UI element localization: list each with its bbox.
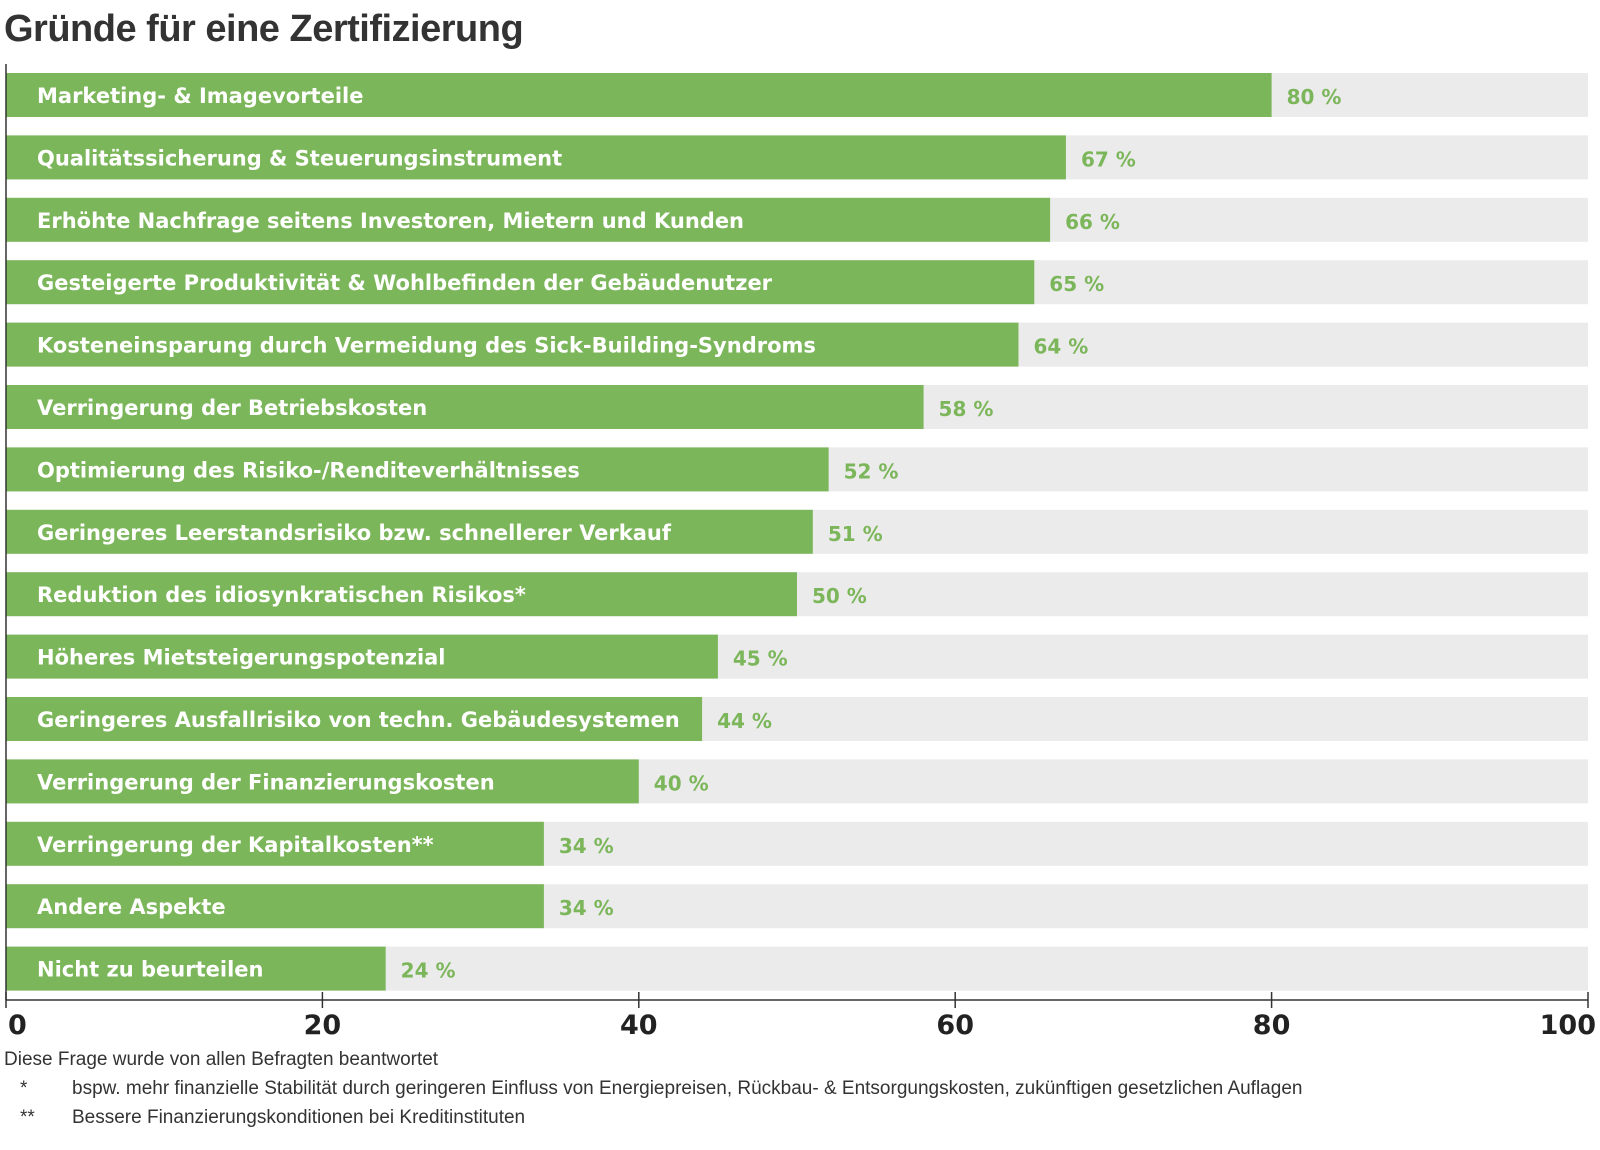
value-label: 52 % [844,459,899,483]
bar [6,135,1066,180]
category-label: Verringerung der Finanzierungskosten [37,770,495,794]
value-label: 64 % [1033,335,1088,359]
bar-chart: Marketing- & Imagevorteile Qualitätssiche… [5,64,1596,1040]
category-label: Marketing- & Imagevorteile [37,84,363,108]
category-label: Optimierung des Risiko-/Renditeverhältni… [37,458,580,482]
value-label: 51 % [828,522,883,546]
value-label: 65 % [1049,272,1104,296]
category-label: Gesteigerte Produktivität & Wohlbefinden… [37,271,773,295]
category-label: Geringeres Ausfallrisiko von techn. Gebä… [37,708,680,732]
bar [6,73,1272,117]
footnote-2: ** Bessere Finanzierungskonditionen bei K… [4,1103,1302,1132]
bar [6,946,386,991]
notes-intro: Diese Frage wurde von allen Befragten be… [4,1049,439,1070]
value-label: 34 % [559,834,614,858]
bar [6,572,797,617]
value-labels: 80 % 67 % 66 % 65 % 64 % 58 % 52 % 51 % 50 % 45 %… [401,85,1342,983]
category-label: Geringeres Leerstandsrisiko bzw. schnell… [37,521,672,545]
category-label: Verringerung der Kapitalkosten** [37,833,434,857]
value-label: 67 % [1081,147,1136,171]
bar [6,197,1051,242]
value-label: 40 % [654,771,709,795]
value-label: 24 % [401,959,456,983]
footnote-1-mark: * [20,1078,28,1099]
bar [6,385,924,429]
category-label: Andere Aspekte [37,895,226,919]
chart-notes: Diese Frage wurde von allen Befragten be… [4,1045,1302,1132]
value-label: 66 % [1065,210,1120,234]
category-label: Kosteneinsparung durch Vermeidung des Si… [37,334,816,358]
bar-labels: Marketing- & Imagevorteile Qualitätssiche… [37,84,816,982]
footnote-1: * bspw. mehr finanzielle Stabilität durch… [4,1074,1302,1103]
category-label: Verringerung der Betriebskosten [37,396,427,420]
x-tick-label: 100 [1540,1010,1596,1040]
value-label: 34 % [559,896,614,920]
bar [6,821,544,866]
value-label: 80 % [1287,85,1342,109]
bar [6,509,813,554]
category-label: Nicht zu beurteilen [37,958,263,982]
value-label: 45 % [733,647,788,671]
bars [6,73,1272,991]
bar [6,697,703,741]
category-label: Qualitätssicherung & Steuerungsinstrumen… [37,146,562,170]
x-tick-label: 0 [8,1010,27,1040]
bar [6,634,718,679]
value-label: 58 % [939,397,994,421]
category-label: Erhöhte Nachfrage seitens Investoren, Mi… [37,209,744,233]
category-label: Reduktion des idiosynkratischen Risikos* [37,583,526,607]
bar [6,260,1035,305]
value-label: 44 % [717,709,772,733]
bar [6,447,829,492]
value-label: 50 % [812,584,867,608]
footnote-2-mark: ** [20,1107,35,1128]
footnote-1-text: bspw. mehr finanzielle Stabilität durch … [72,1078,1303,1099]
x-axis: 0 20 40 60 80 100 [5,64,1596,1040]
bar [6,884,544,929]
bar [6,322,1019,367]
x-tick-label: 60 [936,1010,974,1040]
footnote-2-text: Bessere Finanzierungskonditionen bei Kre… [72,1107,526,1128]
chart-title: Gründe für eine Zertifizierung [4,8,524,50]
x-tick-label: 40 [620,1010,658,1040]
x-tick-label: 20 [304,1010,342,1040]
category-label: Höheres Mietsteigerungspotenzial [37,646,446,670]
bar [6,759,639,804]
x-tick-label: 80 [1253,1010,1291,1040]
